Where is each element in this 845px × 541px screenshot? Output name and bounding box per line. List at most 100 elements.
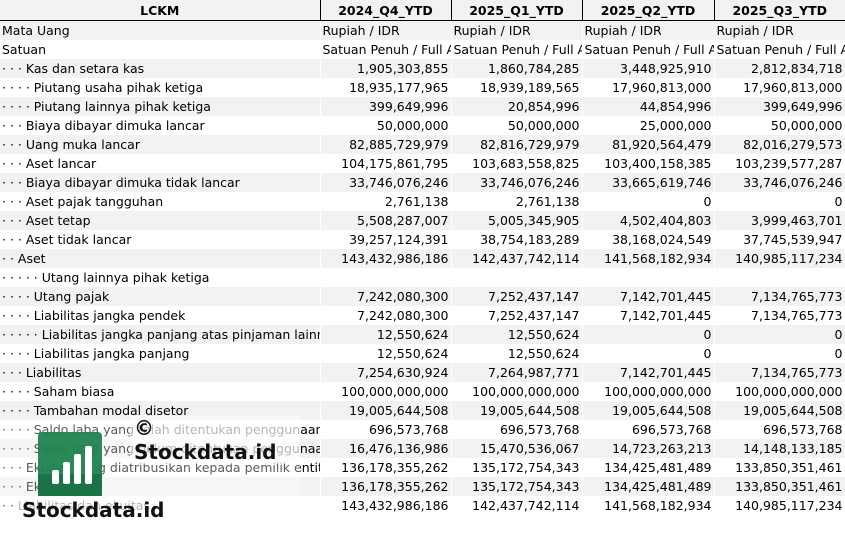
row-value: 100,000,000,000 bbox=[582, 382, 715, 401]
row-value: 103,683,558,825 bbox=[451, 154, 583, 173]
row-value: 141,568,182,934 bbox=[582, 249, 715, 268]
row-value: 1,860,784,285 bbox=[451, 59, 583, 78]
table-row: · · · · Saldo laba yang telah ditentukan… bbox=[0, 420, 845, 439]
row-value: 7,242,080,300 bbox=[320, 306, 452, 325]
row-label: · · · Ekuitas bbox=[0, 477, 321, 496]
table-row: · · · Aset lancar 104,175,861,795 103,683,… bbox=[0, 154, 845, 173]
table-row: Mata Uang Rupiah / IDR Rupiah / IDR Rupiah … bbox=[0, 20, 845, 40]
row-value: 18,935,177,965 bbox=[320, 78, 452, 97]
table-row: · · · · Liabilitas jangka panjang 12,550,… bbox=[0, 344, 845, 363]
table-row: Satuan Satuan Penuh / Full AmountSatuan P… bbox=[0, 40, 845, 59]
row-value: 133,850,351,461 bbox=[714, 458, 845, 477]
row-value: 140,985,117,234 bbox=[714, 496, 845, 515]
row-value: 50,000,000 bbox=[451, 116, 583, 135]
row-label: · · · · Saldo laba yang belum ditentukan… bbox=[0, 439, 321, 458]
table-row: · · · · Utang pajak 7,242,080,300 7,252,43… bbox=[0, 287, 845, 306]
financial-table: LCKM 2024_Q4_YTD 2025_Q1_YTD 2025_Q2_YTD… bbox=[0, 0, 845, 515]
row-value: 25,000,000 bbox=[582, 116, 715, 135]
column-header-period: 2025_Q1_YTD bbox=[451, 0, 583, 21]
row-value: Satuan Penuh / Full Amount bbox=[451, 40, 583, 59]
row-value: 12,550,624 bbox=[451, 325, 583, 344]
row-label: · · · Aset tetap bbox=[0, 211, 321, 230]
row-value: Rupiah / IDR bbox=[582, 20, 715, 40]
row-value: Satuan Penuh / Full Amount bbox=[582, 40, 715, 59]
row-value: 7,142,701,445 bbox=[582, 306, 715, 325]
row-value: 100,000,000,000 bbox=[451, 382, 583, 401]
row-value bbox=[582, 268, 715, 287]
row-label: · · · Aset lancar bbox=[0, 154, 321, 173]
table-row: · · · · Tambahan modal disetor 19,005,644… bbox=[0, 401, 845, 420]
row-value: 19,005,644,508 bbox=[451, 401, 583, 420]
row-value: 7,142,701,445 bbox=[582, 287, 715, 306]
table-row: · · · Biaya dibayar dimuka tidak lancar 3… bbox=[0, 173, 845, 192]
header-row: LCKM 2024_Q4_YTD 2025_Q1_YTD 2025_Q2_YTD… bbox=[0, 0, 845, 21]
row-value: 50,000,000 bbox=[714, 116, 845, 135]
row-value: 7,254,630,924 bbox=[320, 363, 452, 382]
row-value: 7,142,701,445 bbox=[582, 363, 715, 382]
row-value: 82,016,279,573 bbox=[714, 135, 845, 154]
row-value: 134,425,481,489 bbox=[582, 477, 715, 496]
row-value: 7,242,080,300 bbox=[320, 287, 452, 306]
row-value: 1,905,303,855 bbox=[320, 59, 452, 78]
table-row: · · · Liabilitas 7,254,630,924 7,264,987,7… bbox=[0, 363, 845, 382]
row-value: 7,134,765,773 bbox=[714, 287, 845, 306]
table-row: · · Liabilitas dan ekuitas 143,432,986,18… bbox=[0, 496, 845, 515]
row-value: 20,854,996 bbox=[451, 97, 583, 116]
row-value: 0 bbox=[714, 325, 845, 344]
row-value: 399,649,996 bbox=[320, 97, 452, 116]
row-value: 696,573,768 bbox=[582, 420, 715, 439]
row-value: Rupiah / IDR bbox=[451, 20, 583, 40]
row-value: 140,985,117,234 bbox=[714, 249, 845, 268]
row-value: 0 bbox=[714, 192, 845, 211]
table-row: · · · Uang muka lancar 82,885,729,979 82,8… bbox=[0, 135, 845, 154]
column-header-label: LCKM bbox=[0, 0, 321, 21]
row-value: 696,573,768 bbox=[451, 420, 583, 439]
row-value: 2,812,834,718 bbox=[714, 59, 845, 78]
row-label: · · · · Liabilitas jangka panjang bbox=[0, 344, 321, 363]
row-value bbox=[451, 268, 583, 287]
row-value: 0 bbox=[582, 192, 715, 211]
row-label: · · · · Tambahan modal disetor bbox=[0, 401, 321, 420]
row-value: 16,476,136,986 bbox=[320, 439, 452, 458]
row-value: 19,005,644,508 bbox=[320, 401, 452, 420]
row-value: 7,264,987,771 bbox=[451, 363, 583, 382]
row-value bbox=[714, 268, 845, 287]
row-label: · · · Aset pajak tangguhan bbox=[0, 192, 321, 211]
row-value: 136,178,355,262 bbox=[320, 477, 452, 496]
row-value: 696,573,768 bbox=[320, 420, 452, 439]
row-value: 7,252,437,147 bbox=[451, 287, 583, 306]
row-value: 399,649,996 bbox=[714, 97, 845, 116]
row-label: · · · · · Liabilitas jangka panjang atas… bbox=[0, 325, 321, 344]
row-label: Mata Uang bbox=[0, 20, 321, 40]
table-row: · · · · Saldo laba yang belum ditentukan… bbox=[0, 439, 845, 458]
row-value: 135,172,754,343 bbox=[451, 458, 583, 477]
row-value: 100,000,000,000 bbox=[320, 382, 452, 401]
row-value: 3,448,925,910 bbox=[582, 59, 715, 78]
table-row: · · · Aset tidak lancar 39,257,124,391 38,… bbox=[0, 230, 845, 249]
row-value: 696,573,768 bbox=[714, 420, 845, 439]
column-header-period: 2025_Q2_YTD bbox=[582, 0, 715, 21]
row-value: 15,470,536,067 bbox=[451, 439, 583, 458]
row-value: 17,960,813,000 bbox=[582, 78, 715, 97]
table-row: · · · · Liabilitas jangka pendek 7,242,08… bbox=[0, 306, 845, 325]
table-row: · · · Kas dan setara kas 1,905,303,855 1,8… bbox=[0, 59, 845, 78]
row-label: · · · · · Utang lainnya pihak ketiga bbox=[0, 268, 321, 287]
table-row: · · · Ekuitas yang diatribusikan kepada … bbox=[0, 458, 845, 477]
table-row: · · · · Saham biasa 100,000,000,000 100,00… bbox=[0, 382, 845, 401]
row-label: · · · Biaya dibayar dimuka lancar bbox=[0, 116, 321, 135]
row-label: Satuan bbox=[0, 40, 321, 59]
row-value: 12,550,624 bbox=[320, 344, 452, 363]
row-value: 2,761,138 bbox=[451, 192, 583, 211]
row-value: 18,939,189,565 bbox=[451, 78, 583, 97]
row-value: 37,745,539,947 bbox=[714, 230, 845, 249]
row-value: 7,134,765,773 bbox=[714, 306, 845, 325]
row-label: · · Liabilitas dan ekuitas bbox=[0, 496, 321, 515]
table-body: Mata Uang Rupiah / IDR Rupiah / IDR Rupiah … bbox=[0, 20, 845, 515]
column-header-period: 2025_Q3_YTD bbox=[714, 0, 845, 21]
table-row: · · · Ekuitas 136,178,355,262 135,172,754,… bbox=[0, 477, 845, 496]
row-value: 33,746,076,246 bbox=[714, 173, 845, 192]
row-value: 12,550,624 bbox=[320, 325, 452, 344]
row-label: · · · · Saldo laba yang telah ditentukan… bbox=[0, 420, 321, 439]
row-label: · · · Liabilitas bbox=[0, 363, 321, 382]
row-value: 81,920,564,479 bbox=[582, 135, 715, 154]
